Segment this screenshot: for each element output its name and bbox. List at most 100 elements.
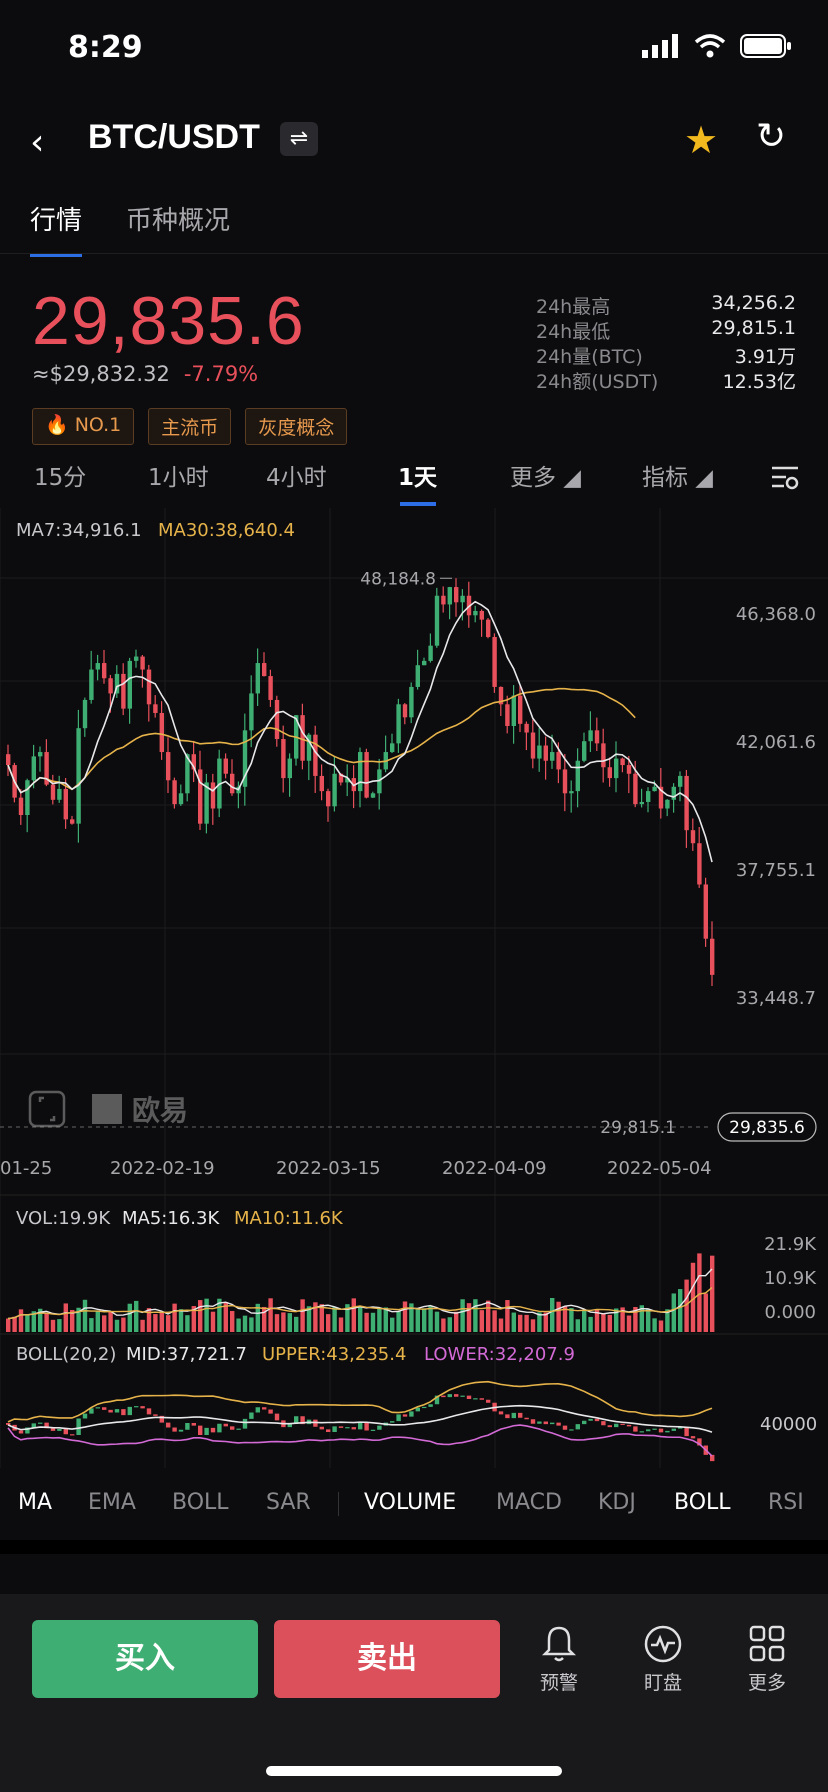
candle (146, 669, 152, 705)
boll-candle (38, 1422, 43, 1424)
boll-candle (710, 1454, 715, 1462)
volume-bar (57, 1319, 62, 1332)
volume-bar (95, 1311, 100, 1332)
alert-button[interactable]: 预警 (519, 1624, 599, 1695)
period-15m[interactable]: 15分 (34, 465, 87, 491)
refresh-icon[interactable]: ↻ (756, 116, 787, 157)
candle (441, 595, 446, 605)
watch-label: 盯盘 (643, 1672, 682, 1694)
volume-bar (50, 1319, 56, 1332)
ind-sar[interactable]: SAR (266, 1490, 311, 1515)
period-more[interactable]: 更多 ◢ (510, 465, 581, 491)
period-1d[interactable]: 1天 (398, 465, 438, 491)
vol-ma10-line (7, 1287, 713, 1320)
24h-stats: 24h最高 34,256.2 24h最低 29,815.1 24h量(BTC) 3.9… (536, 292, 796, 393)
period-4h[interactable]: 4小时 (266, 465, 327, 491)
volume-bar (217, 1298, 222, 1332)
volume-bar (665, 1309, 670, 1332)
divider (0, 253, 828, 254)
volume-bar (428, 1306, 433, 1332)
candle (479, 610, 484, 620)
boll-candle (210, 1427, 216, 1433)
boll-candle (338, 1426, 344, 1428)
ind-boll[interactable]: BOLL (172, 1490, 229, 1515)
candle (25, 780, 30, 815)
more-button[interactable]: 更多 (727, 1624, 807, 1695)
boll-candle (236, 1428, 241, 1430)
candle (121, 673, 126, 709)
volume-bar (441, 1318, 446, 1332)
candle (268, 676, 273, 700)
volume-bar (153, 1314, 158, 1332)
sell-button[interactable]: 卖出 (274, 1620, 500, 1698)
boll-candle (166, 1422, 171, 1428)
tab-market[interactable]: 行情 (30, 200, 83, 257)
volume-bar (185, 1315, 190, 1332)
volume-bar (454, 1311, 459, 1332)
period-selector: 15分 1小时 4小时 1天 更多 ◢ 指标 ◢ (0, 458, 828, 506)
boll-candle (473, 1398, 478, 1400)
tag-badges: 🔥 NO.1 主流币 灰度概念 (32, 408, 348, 445)
boll-upper-legend: UPPER:43,235.4 (262, 1344, 406, 1365)
period-1h[interactable]: 1小时 (148, 465, 209, 491)
boll-candle (511, 1412, 516, 1419)
ind-volume[interactable]: VOLUME (364, 1490, 457, 1515)
badge-mainstream[interactable]: 主流币 (148, 408, 232, 445)
boll-candle (262, 1407, 267, 1410)
period-underline (400, 502, 436, 506)
volume-axis: 21.9K 10.9K 0.000 (764, 1234, 817, 1323)
back-icon[interactable]: ‹ (30, 122, 45, 163)
volume-bar (82, 1299, 88, 1332)
time-tick: 2022-04-09 (442, 1158, 547, 1179)
swap-icon[interactable]: ⇌ (280, 122, 318, 156)
boll-candle (447, 1394, 452, 1398)
status-time: 8:29 (68, 30, 143, 65)
volume-bar (44, 1312, 49, 1332)
chart-settings-icon[interactable] (770, 464, 800, 492)
ma30-legend: MA30:38,640.4 (158, 520, 295, 541)
candle (678, 775, 683, 787)
badge-grayscale[interactable]: 灰度概念 (245, 408, 348, 445)
boll-candle (268, 1409, 273, 1414)
volume-bar (351, 1298, 356, 1332)
candle (140, 656, 145, 670)
ind-rsi[interactable]: RSI (768, 1490, 804, 1515)
boll-candle (671, 1428, 676, 1431)
boll-mid-line (7, 1404, 713, 1433)
volume-bar (38, 1308, 43, 1332)
volume-bar (690, 1262, 696, 1332)
ind-macd[interactable]: MACD (496, 1490, 562, 1515)
boll-candle (626, 1424, 632, 1427)
boll-candle (441, 1395, 446, 1398)
volume-bar (383, 1307, 388, 1332)
candle (44, 752, 49, 785)
stat-value: 29,815.1 (711, 317, 796, 339)
volume-bar (281, 1312, 286, 1332)
volume-bar (31, 1311, 36, 1332)
price-tick: 42,061.6 (736, 732, 816, 753)
candle (671, 786, 676, 800)
boll-candle (319, 1426, 324, 1430)
volume-bar (166, 1315, 171, 1332)
pair-title[interactable]: BTC/USDT (88, 118, 260, 156)
page-tabs: 行情 币种概况 (30, 200, 230, 257)
kline-chart[interactable]: MA7:34,916.1 MA30:38,640.4 46,368.0 42,06… (0, 508, 828, 1468)
ind-ma[interactable]: MA (18, 1490, 53, 1515)
grid-icon (749, 1625, 785, 1662)
candle (428, 645, 433, 661)
candle (210, 782, 216, 809)
candle (473, 610, 478, 616)
buy-button[interactable]: 买入 (32, 1620, 258, 1698)
ind-ema[interactable]: EMA (88, 1490, 136, 1515)
watch-button[interactable]: 盯盘 (623, 1624, 703, 1695)
indicator-menu[interactable]: 指标 ◢ (642, 465, 713, 491)
favorite-star-icon[interactable]: ★ (684, 118, 719, 162)
volume-bar (601, 1313, 606, 1332)
stat-row: 24h最高 34,256.2 (536, 292, 796, 318)
badge-rank[interactable]: 🔥 NO.1 (32, 408, 135, 445)
candle (319, 775, 324, 792)
tab-coin-overview[interactable]: 币种概况 (126, 206, 231, 236)
ind-kdj[interactable]: KDJ (598, 1490, 636, 1515)
ind-boll-sub[interactable]: BOLL (674, 1490, 731, 1515)
high-marker: 48,184.8 (360, 569, 452, 589)
